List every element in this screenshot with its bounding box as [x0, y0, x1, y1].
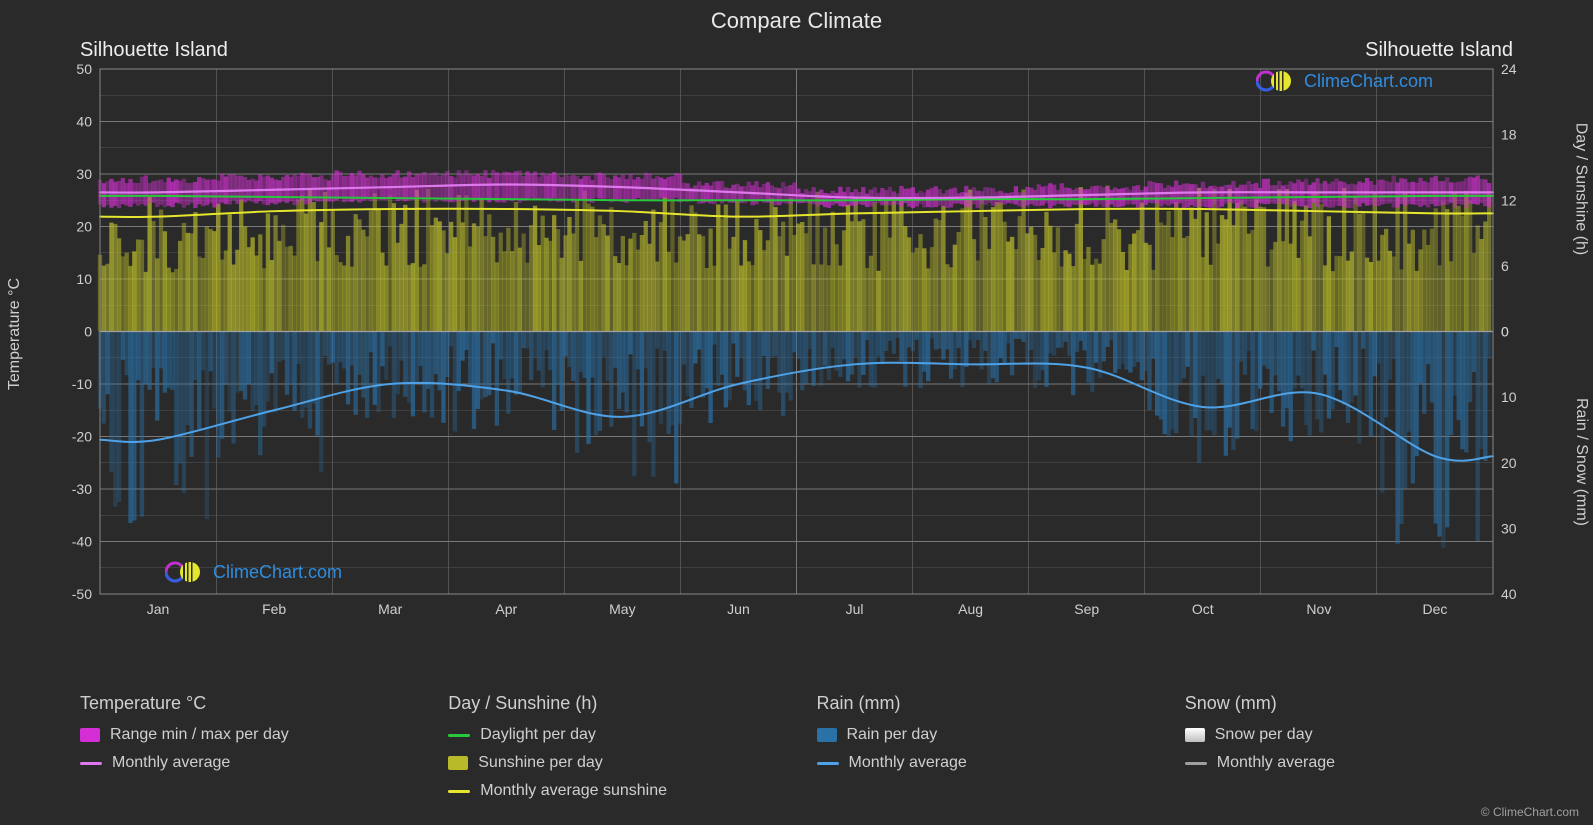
- legend-label: Monthly average: [112, 754, 230, 772]
- copyright: © ClimeChart.com: [1481, 805, 1579, 819]
- svg-text:20: 20: [1501, 455, 1517, 471]
- svg-text:Sep: Sep: [1074, 601, 1099, 617]
- legend-snow-title: Snow (mm): [1185, 693, 1513, 714]
- legend-item: Sunshine per day: [448, 754, 776, 772]
- svg-text:-10: -10: [72, 376, 92, 392]
- svg-text:-30: -30: [72, 481, 92, 497]
- svg-text:24: 24: [1501, 61, 1517, 77]
- location-label-right: Silhouette Island: [1365, 39, 1513, 62]
- legend-item: Monthly average: [80, 754, 408, 772]
- legend-swatch: [80, 728, 100, 742]
- legend-col-snow: Snow (mm) Snow per day Monthly average: [1185, 693, 1513, 810]
- svg-text:Feb: Feb: [262, 601, 286, 617]
- svg-text:Aug: Aug: [958, 601, 983, 617]
- legend-item: Monthly average: [1185, 754, 1513, 772]
- location-label-left: Silhouette Island: [80, 39, 228, 62]
- svg-text:-20: -20: [72, 429, 92, 445]
- y-axis-right-bottom-title: Rain / Snow (mm): [1572, 398, 1590, 526]
- svg-text:Mar: Mar: [378, 601, 402, 617]
- svg-text:Jul: Jul: [846, 601, 864, 617]
- svg-text:18: 18: [1501, 127, 1517, 143]
- svg-text:0: 0: [1501, 324, 1509, 340]
- legend-label: Range min / max per day: [110, 726, 289, 744]
- legend-item: Monthly average: [817, 754, 1145, 772]
- legend-label: Daylight per day: [480, 726, 596, 744]
- legend-item: Snow per day: [1185, 726, 1513, 744]
- chart-area: Silhouette Island Silhouette Island Temp…: [60, 44, 1533, 624]
- svg-text:Apr: Apr: [495, 601, 517, 617]
- y-axis-left-title: Temperature °C: [6, 278, 24, 390]
- legend-label: Snow per day: [1215, 726, 1313, 744]
- y-axis-right-top-title: Day / Sunshine (h): [1572, 123, 1590, 256]
- svg-text:6: 6: [1501, 258, 1509, 274]
- watermark-top: ClimeChart.com: [1256, 69, 1433, 93]
- svg-text:50: 50: [76, 61, 92, 77]
- legend-label: Sunshine per day: [478, 754, 603, 772]
- watermark-text: ClimeChart.com: [213, 562, 342, 583]
- legend-label: Rain per day: [847, 726, 938, 744]
- legend-item: Range min / max per day: [80, 726, 408, 744]
- chart-title: Compare Climate: [0, 0, 1593, 34]
- legend-swatch: [448, 756, 468, 770]
- svg-text:Oct: Oct: [1192, 601, 1214, 617]
- legend-line-swatch: [448, 790, 470, 793]
- legend-line-swatch: [80, 762, 102, 765]
- svg-text:30: 30: [1501, 520, 1517, 536]
- svg-text:10: 10: [76, 271, 92, 287]
- svg-text:10: 10: [1501, 389, 1517, 405]
- svg-text:40: 40: [1501, 586, 1517, 602]
- legend-col-day: Day / Sunshine (h) Daylight per day Suns…: [448, 693, 776, 810]
- legend-line-swatch: [448, 734, 470, 737]
- svg-text:30: 30: [76, 166, 92, 182]
- watermark-bottom: ClimeChart.com: [165, 560, 342, 584]
- climechart-logo-icon: [1256, 69, 1296, 93]
- svg-text:Jan: Jan: [147, 601, 170, 617]
- svg-text:-50: -50: [72, 586, 92, 602]
- legend-day-title: Day / Sunshine (h): [448, 693, 776, 714]
- legend: Temperature °C Range min / max per day M…: [80, 693, 1513, 810]
- legend-item: Rain per day: [817, 726, 1145, 744]
- legend-line-swatch: [817, 762, 839, 765]
- climechart-logo-icon: [165, 560, 205, 584]
- climate-plot: -50-40-30-20-100102030405006121824010203…: [60, 44, 1533, 624]
- svg-text:12: 12: [1501, 192, 1517, 208]
- legend-swatch: [817, 728, 837, 742]
- legend-col-temp: Temperature °C Range min / max per day M…: [80, 693, 408, 810]
- svg-text:40: 40: [76, 114, 92, 130]
- legend-label: Monthly average: [849, 754, 967, 772]
- legend-label: Monthly average sunshine: [480, 782, 667, 800]
- svg-text:-40: -40: [72, 534, 92, 550]
- svg-text:Dec: Dec: [1423, 601, 1448, 617]
- legend-rain-title: Rain (mm): [817, 693, 1145, 714]
- legend-item: Monthly average sunshine: [448, 782, 776, 800]
- svg-text:20: 20: [76, 219, 92, 235]
- svg-text:May: May: [609, 601, 635, 617]
- watermark-text: ClimeChart.com: [1304, 71, 1433, 92]
- legend-line-swatch: [1185, 762, 1207, 765]
- legend-temp-title: Temperature °C: [80, 693, 408, 714]
- svg-text:0: 0: [84, 324, 92, 340]
- legend-swatch: [1185, 728, 1205, 742]
- legend-item: Daylight per day: [448, 726, 776, 744]
- svg-text:Jun: Jun: [727, 601, 750, 617]
- legend-col-rain: Rain (mm) Rain per day Monthly average: [817, 693, 1145, 810]
- svg-text:Nov: Nov: [1306, 601, 1331, 617]
- legend-label: Monthly average: [1217, 754, 1335, 772]
